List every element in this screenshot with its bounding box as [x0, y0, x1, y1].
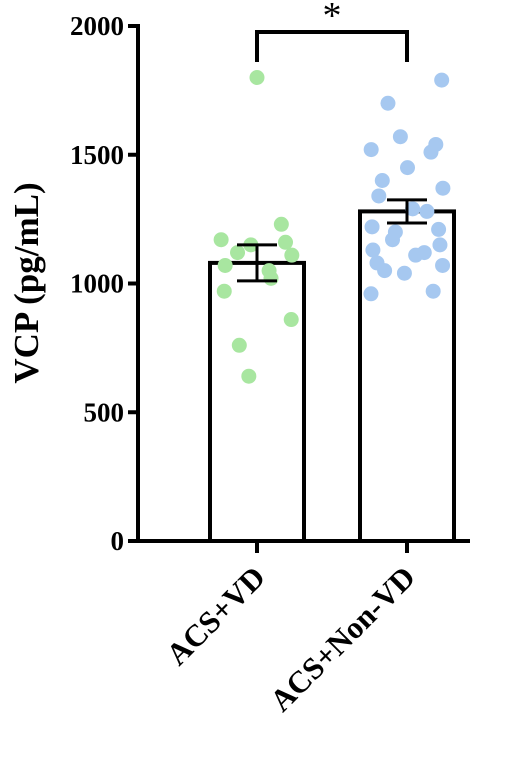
error-bars: [237, 198, 427, 283]
data-point: [434, 72, 450, 88]
data-point: [213, 232, 229, 248]
data-point: [364, 219, 380, 235]
significance-label: *: [323, 0, 342, 37]
data-point: [380, 95, 396, 111]
data-point: [217, 257, 233, 273]
data-point: [283, 312, 299, 328]
x-tick-label: ACS+VD: [159, 559, 272, 672]
x-tick-label: ACS+Non-VD: [263, 559, 422, 718]
data-point: [431, 221, 447, 237]
data-point: [392, 129, 408, 145]
data-point: [385, 232, 401, 248]
data-point: [425, 283, 441, 299]
data-point: [396, 265, 412, 281]
data-point: [419, 203, 435, 219]
y-tick-label: 1000: [70, 269, 124, 299]
data-point: [263, 270, 279, 286]
data-point: [249, 70, 265, 85]
data-point: [231, 337, 247, 353]
y-axis-title: VCP (pg/mL): [7, 182, 46, 383]
data-point: [400, 160, 416, 176]
data-point: [278, 234, 294, 250]
data-point: [405, 201, 421, 217]
data-point: [365, 242, 381, 258]
data-point: [423, 144, 439, 160]
data-point: [435, 180, 451, 196]
bar-1: [208, 260, 306, 543]
data-point: [284, 247, 300, 263]
bracket-line: [255, 30, 409, 62]
data-point: [273, 216, 289, 232]
data-point: [363, 286, 379, 302]
y-tick-label: 500: [84, 397, 125, 427]
data-point: [377, 263, 393, 279]
data-points: [213, 70, 451, 384]
data-point: [374, 173, 390, 188]
data-point: [363, 142, 379, 158]
data-point: [371, 188, 387, 204]
error-bar-1: [237, 243, 277, 283]
y-tick-label: 0: [111, 526, 125, 556]
data-point: [216, 283, 232, 299]
significance-bracket: *: [255, 0, 409, 62]
data-point: [408, 247, 424, 263]
error-bar-2: [387, 198, 427, 225]
data-point: [435, 257, 451, 273]
y-tick-label: 1500: [70, 140, 124, 170]
data-point: [432, 237, 448, 253]
data-point: [230, 245, 246, 261]
y-tick-label: 2000: [70, 11, 124, 41]
data-point: [241, 368, 257, 384]
